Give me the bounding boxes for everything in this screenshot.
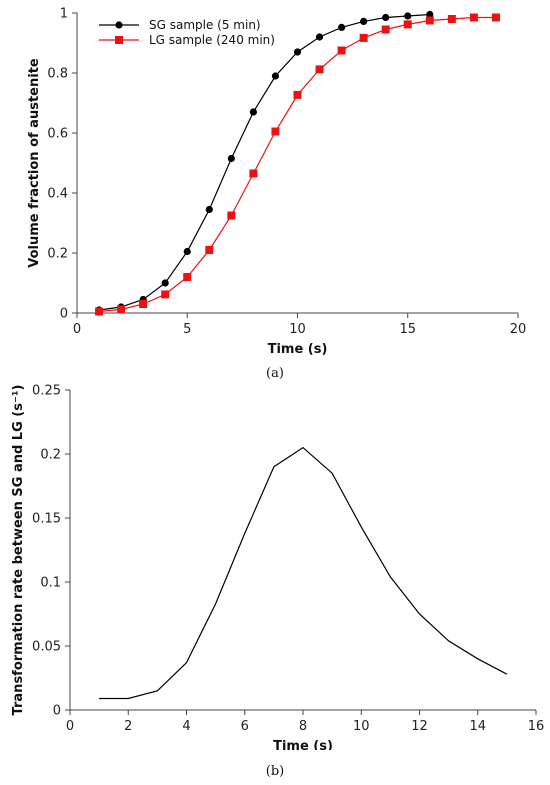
chart-a-legend-label-1: LG sample (240 min) [149,33,275,47]
chart-b-x-tick-label: 4 [182,719,190,734]
caption-b: (b) [265,764,285,779]
chart-a-series-0-point [315,33,324,41]
chart-a-series-1-point [161,290,170,299]
chart-a-series-1-line [98,16,496,313]
chart-b-y-tick-label: 0.05 [32,640,61,655]
chart-a-series-0-point [404,12,412,20]
chart-b-y-tick-label: 0.2 [40,448,61,463]
chart-a-series-1-point [95,307,104,316]
chart-b-x-axis-title: Time (s) [273,739,333,750]
chart-a-series-0-point [271,72,280,80]
chart-a-series-0-point [382,13,390,22]
chart-a-series-0-line [98,13,430,311]
chart-b-y-tick-label: 0.25 [32,384,61,399]
chart-a-series-1-point [359,33,368,42]
chart-a-series-1-point [271,127,280,136]
chart-a-series-1-point [249,169,258,178]
chart-a-series-1-point [227,211,236,220]
chart-a-series-0-point [183,247,191,256]
chart-b-x-tick-label: 8 [299,719,307,734]
chart-a-series-1-point [183,273,192,281]
chart-b-x-tick-label: 2 [124,719,132,734]
chart-a-x-tick-label: 5 [183,322,191,337]
chart-a-y-tick-label: 0.8 [47,67,68,82]
chart-a-y-tick-label: 0.2 [47,247,68,262]
chart-a-series-1-point [293,90,302,99]
chart-a-y-tick-label: 0.6 [47,127,68,142]
chart-b-x-tick-label: 0 [66,719,74,734]
chart-a-series-1-point [381,25,390,34]
caption-a: (a) [266,366,284,381]
chart-a-y-tick-label: 1 [60,7,68,22]
chart-a-series-1-point [447,15,456,23]
chart-b-y-tick-label: 0 [53,704,61,719]
chart-a-series-1-point [139,300,148,308]
chart-b-x-tick-label: 16 [528,719,545,734]
chart-b-y-tick-label: 0.1 [40,576,61,591]
chart-a-x-axis-title: Time (s) [268,342,328,357]
chart-a-series-0-point [227,154,235,163]
chart-b-x-tick-label: 12 [411,719,428,734]
chart-a-x-tick-label: 20 [510,322,527,337]
chart-a-y-tick-label: 0.4 [47,187,68,202]
chart-b-y-axis-title: Transformation rate between SG and LG (s… [11,385,26,716]
chart-b-x-tick-label: 6 [241,719,249,734]
chart-a-y-tick-label: 0 [60,307,68,322]
chart-a-series-1-point [205,246,214,254]
chart-a-series-1-point [425,16,434,25]
chart-b-x-tick-label: 14 [469,719,486,734]
chart-a-legend-marker-1 [115,36,123,44]
chart-a-legend-marker-0 [115,21,123,29]
chart-b-series-0-line [99,446,508,700]
chart-a-series-0-point [338,23,346,31]
chart-b-x-tick-label: 10 [353,719,370,734]
chart-a-series-0-point [249,108,257,116]
chart-a-series-1-point [117,305,126,314]
chart-a-x-tick-label: 10 [289,322,306,337]
chart-a-series-1-point [315,65,324,74]
chart-a-series-0-point [205,205,213,214]
chart-a-x-tick-label: 0 [73,322,81,337]
chart-a-x-tick-label: 15 [399,322,416,337]
chart-a-series-0-point [293,48,302,56]
chart-a-series-1-point [469,13,478,22]
chart-a-series-0-point [161,279,169,287]
chart-a-legend-label-0: SG sample (5 min) [149,18,261,32]
chart-b: 0 2 4 6 8 10 12 14 16 0 0.05 0.1 0.15 0.2 0.25 Time (s)… [11,384,545,751]
chart-a-series-0-point [426,10,434,19]
chart-a-series-1-point [403,20,412,29]
chart-a-series-0-point [360,17,368,25]
chart-b-y-tick-label: 0.15 [32,512,61,527]
chart-a-series-1-point [491,13,500,22]
chart-a-y-axis-title: Volume fraction of austenite [27,58,42,268]
chart-a: 0 5 10 15 20 0 0.2 0.4 0.6 0.8 1 Time (s) Volume fra… [27,7,527,358]
chart-a-series-1-point [337,46,346,55]
